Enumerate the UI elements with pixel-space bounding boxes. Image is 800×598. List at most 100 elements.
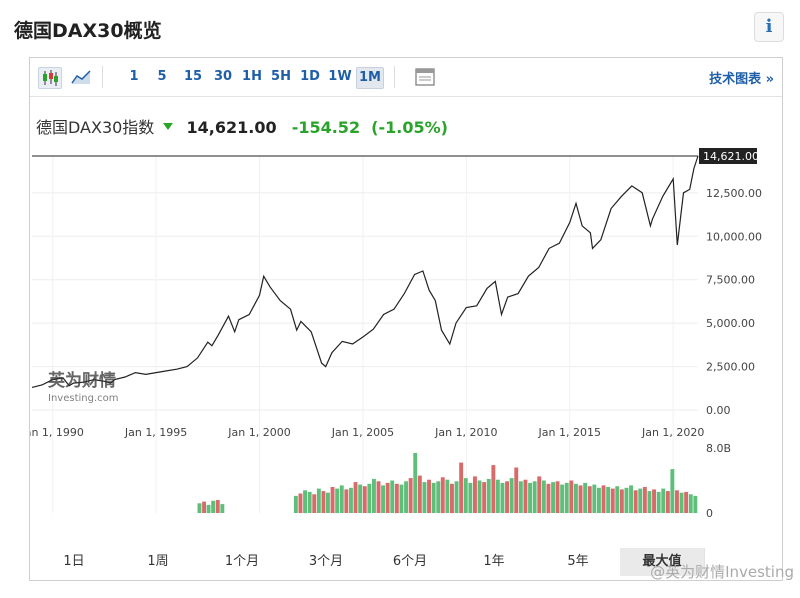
volume-bar bbox=[390, 480, 395, 513]
interval-15[interactable]: 15 bbox=[183, 69, 203, 84]
volume-bar bbox=[454, 481, 459, 513]
volume-bar bbox=[298, 493, 303, 513]
page-title: 德国DAX30概览 bbox=[14, 20, 162, 42]
volume-bar bbox=[381, 485, 385, 513]
volume-bar bbox=[665, 491, 670, 513]
range-selector: 1日 1周 1个月 3个月 6个月 1年 5年 最大值 bbox=[32, 548, 744, 576]
plot-area bbox=[30, 153, 700, 415]
range-6m[interactable]: 6个月 bbox=[368, 548, 453, 576]
interval-1h[interactable]: 1H bbox=[242, 69, 262, 84]
price-chart[interactable]: 14,621.00 12,500.0010,000.007,500.005,00… bbox=[30, 58, 782, 548]
volume-bar bbox=[606, 487, 611, 513]
volume-bar bbox=[514, 467, 519, 513]
volume-bar bbox=[427, 479, 431, 513]
volume-bar bbox=[394, 483, 399, 514]
x-tick-label: Jan 1, 2005 bbox=[331, 426, 394, 439]
technical-chart-link[interactable]: 技术图表 » bbox=[709, 72, 774, 87]
price-series-line bbox=[31, 155, 699, 388]
info-button[interactable]: i bbox=[754, 12, 784, 42]
volume-bar bbox=[532, 481, 537, 513]
range-3m[interactable]: 3个月 bbox=[284, 548, 369, 576]
volume-bar bbox=[339, 485, 344, 513]
interval-1w[interactable]: 1W bbox=[328, 69, 352, 84]
volume-bar bbox=[367, 483, 372, 514]
y-tick-label: 5,000.00 bbox=[706, 317, 755, 330]
volume-bar bbox=[633, 490, 638, 514]
chart-widget: 1 5 15 30 1H 5H 1D 1W 1M 技术图表 » 德国DAX30指… bbox=[29, 57, 783, 581]
y-tick-label: 7,500.00 bbox=[706, 274, 755, 287]
volume-bar bbox=[385, 482, 390, 513]
volume-bar bbox=[335, 488, 340, 513]
volume-bar bbox=[303, 490, 307, 514]
volume-bar bbox=[486, 478, 491, 513]
interval-5h[interactable]: 5H bbox=[271, 69, 291, 84]
volume-bar bbox=[688, 494, 693, 513]
volume-bar bbox=[587, 486, 592, 513]
x-tick-label: Jan 1, 2000 bbox=[227, 426, 290, 439]
volume-bar bbox=[376, 481, 381, 513]
volume-bar bbox=[619, 489, 624, 513]
volume-bar bbox=[629, 485, 633, 513]
last-price-tag-label: 14,621.00 bbox=[703, 150, 759, 163]
volume-tick-label: 0 bbox=[706, 507, 713, 520]
area-chart-icon[interactable] bbox=[70, 67, 92, 87]
candlestick-icon[interactable] bbox=[38, 67, 62, 89]
volume-bar bbox=[601, 485, 606, 513]
svg-text:英为财情: 英为财情 bbox=[48, 370, 116, 391]
volume-bar bbox=[546, 483, 551, 514]
interval-1m[interactable]: 1M bbox=[356, 67, 384, 89]
range-1y[interactable]: 1年 bbox=[452, 548, 537, 576]
interval-5[interactable]: 5 bbox=[157, 69, 167, 84]
quote-header: 德国DAX30指数 14,621.00 -154.52 (-1.05%) bbox=[36, 114, 448, 137]
range-1w[interactable]: 1周 bbox=[116, 548, 201, 576]
toolbar-divider bbox=[102, 66, 103, 88]
volume-bar bbox=[652, 489, 656, 513]
price-change: -154.52 bbox=[291, 118, 361, 137]
volume-bar bbox=[459, 462, 464, 513]
chart-toolbar: 1 5 15 30 1H 5H 1D 1W 1M 技术图表 » bbox=[30, 58, 782, 97]
volume-bar bbox=[523, 479, 528, 513]
volume-bar bbox=[316, 488, 321, 513]
volume-bar bbox=[436, 481, 441, 513]
volume-bar bbox=[597, 487, 601, 513]
volume-bar bbox=[610, 488, 615, 513]
volume-bar bbox=[445, 479, 450, 513]
x-tick-label: Jan 1, 1990 bbox=[30, 426, 84, 439]
volume-bar bbox=[431, 482, 436, 513]
volume-bar bbox=[574, 483, 578, 514]
interval-1d[interactable]: 1D bbox=[300, 69, 320, 84]
volume-bar bbox=[422, 482, 427, 513]
volume-bar bbox=[330, 487, 335, 513]
x-tick-label: Jan 1, 2010 bbox=[434, 426, 497, 439]
x-tick-label: Jan 1, 2020 bbox=[641, 426, 704, 439]
volume-bar bbox=[362, 486, 367, 513]
volume-bar bbox=[675, 490, 679, 514]
interval-30[interactable]: 30 bbox=[213, 69, 233, 84]
volume-bar bbox=[670, 469, 675, 513]
y-tick-label: 12,500.00 bbox=[706, 187, 762, 200]
volume-bar bbox=[560, 484, 565, 513]
volume-bar bbox=[528, 482, 532, 513]
volume-bar bbox=[661, 488, 666, 513]
x-tick-label: Jan 1, 2015 bbox=[538, 426, 601, 439]
volume-bar bbox=[583, 482, 588, 513]
volume-bar bbox=[482, 482, 487, 513]
volume-bar bbox=[468, 482, 473, 513]
volume-bar bbox=[399, 484, 404, 513]
volume-bar bbox=[555, 481, 560, 513]
down-arrow-icon bbox=[163, 116, 174, 135]
volume-bar bbox=[679, 492, 684, 513]
range-1m[interactable]: 1个月 bbox=[200, 548, 285, 576]
range-5y[interactable]: 5年 bbox=[536, 548, 621, 576]
range-1d[interactable]: 1日 bbox=[32, 548, 117, 576]
volume-bar bbox=[624, 487, 629, 513]
range-max[interactable]: 最大值 bbox=[620, 548, 705, 576]
watermark-logo: 英为财情 Investing.com bbox=[48, 370, 119, 404]
volume-bar bbox=[353, 482, 358, 513]
interval-1[interactable]: 1 bbox=[129, 69, 139, 84]
volume-bar bbox=[344, 489, 349, 513]
volume-bar bbox=[220, 504, 225, 513]
indicator-icon[interactable] bbox=[414, 67, 436, 87]
volume-bar bbox=[321, 491, 326, 513]
svg-text:Investing.com: Investing.com bbox=[48, 393, 119, 404]
